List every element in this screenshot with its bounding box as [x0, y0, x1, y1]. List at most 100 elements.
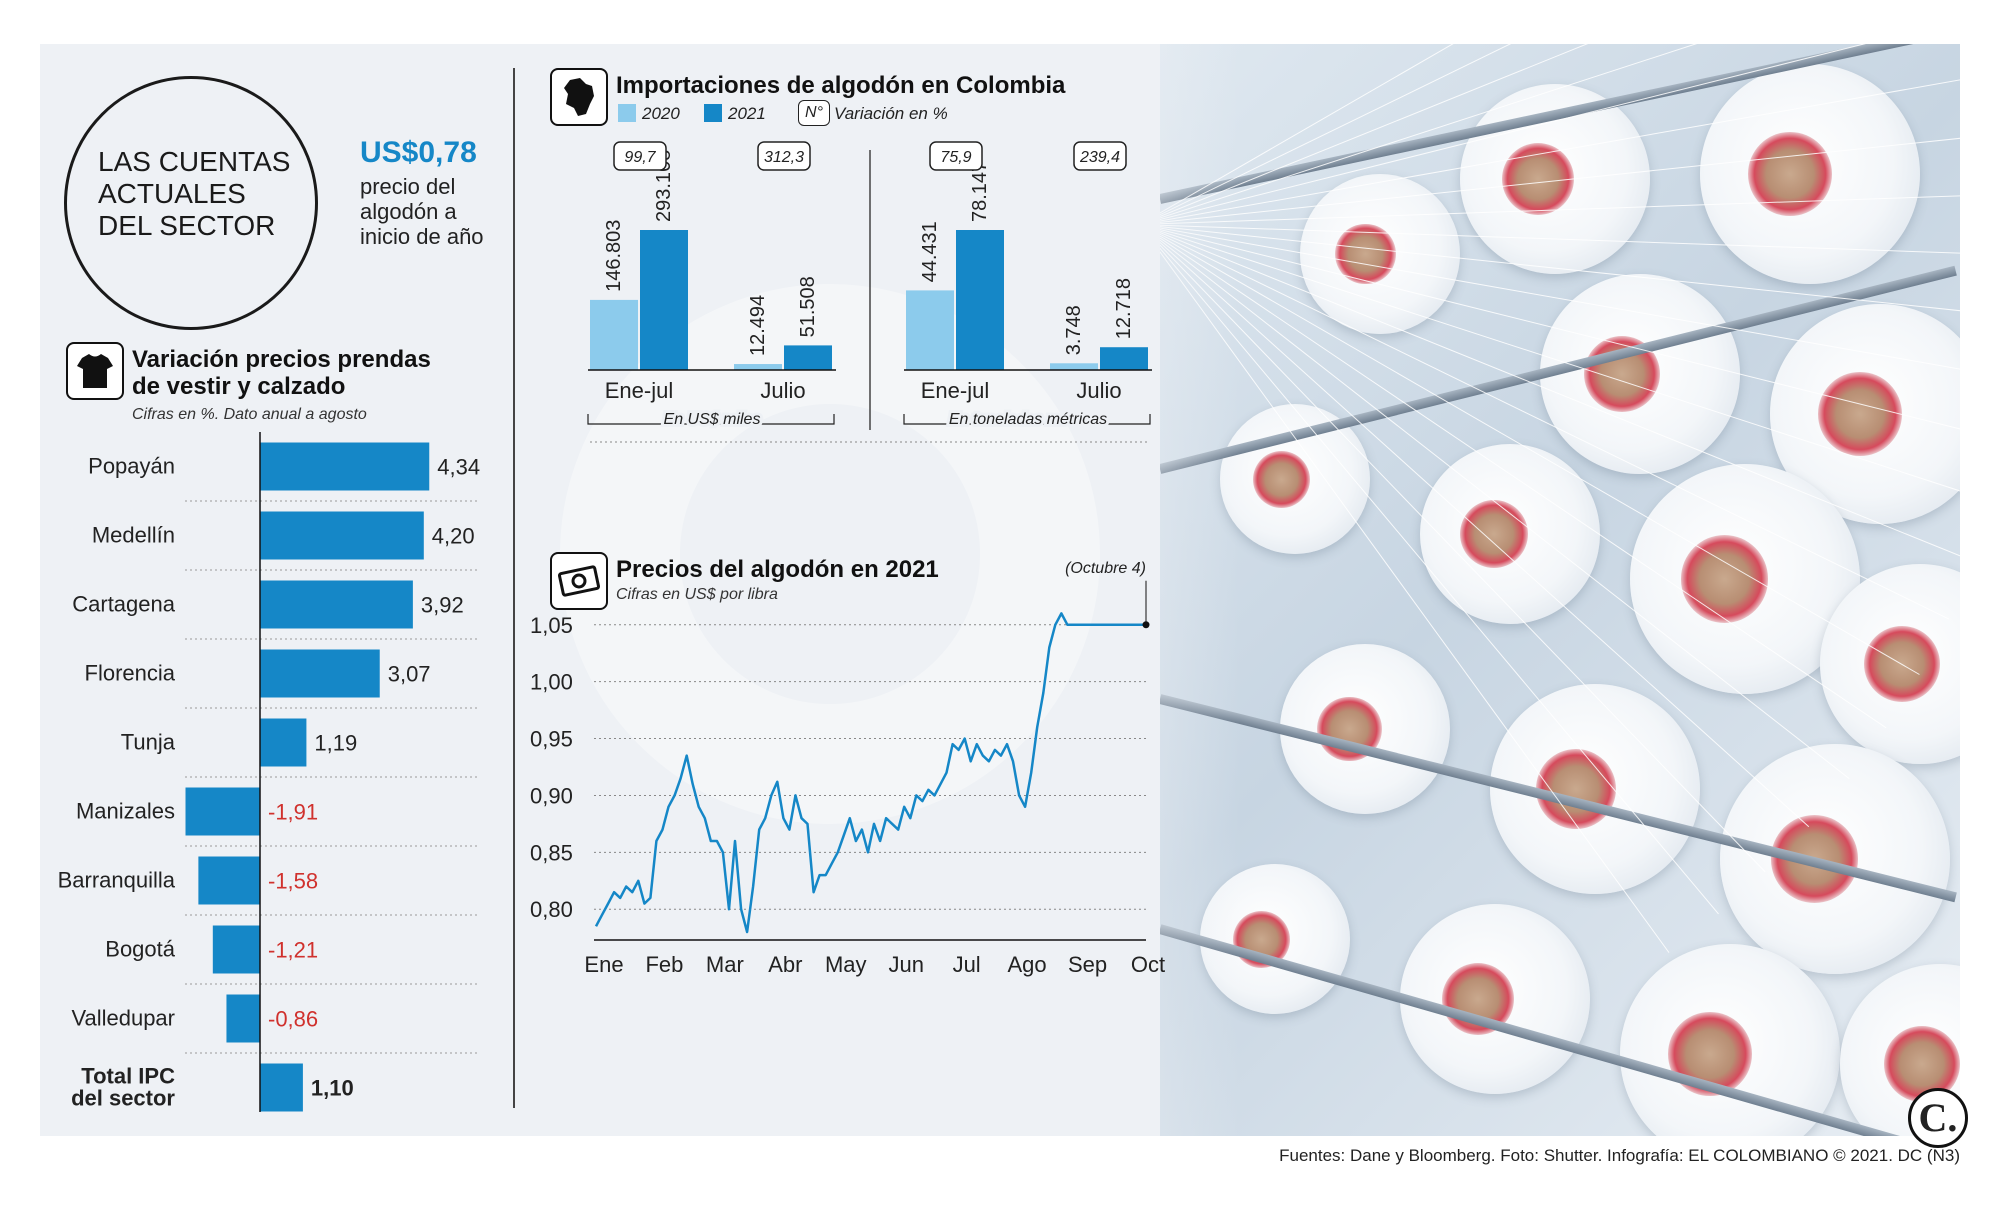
- y-tick-label: 0,85: [530, 840, 573, 865]
- money-icon: [550, 552, 608, 610]
- bar-bogotá: [212, 925, 260, 974]
- unit-label: En US$ miles: [664, 411, 761, 428]
- spool-core: [1536, 749, 1616, 829]
- x-tick-label: May: [825, 952, 867, 977]
- bar-manizales: [185, 787, 260, 836]
- x-tick-label: Jun: [888, 952, 923, 977]
- x-tick-label: Ago: [1007, 952, 1046, 977]
- unit-label: En toneladas métricas: [949, 411, 1107, 428]
- cotton-price-description: precio del algodón a inicio de año: [360, 174, 484, 249]
- bar-cartagena: [260, 580, 413, 629]
- category-label: Bogotá: [105, 937, 175, 962]
- legend-2020-label: 2020: [642, 104, 680, 123]
- x-tick-label: Ene: [584, 952, 623, 977]
- legend-2021-swatch: [704, 104, 722, 122]
- category-label: Julio: [1076, 378, 1121, 403]
- variation-box: [929, 141, 983, 171]
- value-label: -1,91: [268, 800, 318, 825]
- spool-image: [1280, 644, 1450, 814]
- source-credit: Fuentes: Dane y Bloomberg. Foto: Shutter…: [1279, 1146, 1960, 1165]
- category-label: Ene-jul: [605, 378, 673, 403]
- unit-bracket: [903, 414, 1151, 425]
- x-tick-label: Jul: [953, 952, 981, 977]
- x-tick-label: Mar: [706, 952, 744, 977]
- category-label: Barranquilla: [58, 868, 176, 893]
- value-label: 1,10: [311, 1076, 354, 1101]
- annotation-value: 1,05: [1107, 554, 1146, 556]
- cotton-price-chart-title: Precios del algodón en 2021: [616, 556, 939, 583]
- infographic-canvas: LAS CUENTAS ACTUALES DEL SECTOR US$0,78 …: [40, 44, 1960, 1136]
- variation-value: 99,7: [624, 149, 656, 166]
- variation-value: 75,9: [940, 149, 971, 166]
- value-label: 4,34: [437, 455, 480, 480]
- header-circle-title: LAS CUENTAS ACTUALES DEL SECTOR: [98, 146, 291, 241]
- variation-legend-box: N°: [798, 100, 830, 126]
- bar-value-label: 146.803: [603, 220, 625, 292]
- variation-legend-label: Variación en %: [834, 104, 948, 123]
- category-label: Ene-jul: [921, 378, 989, 403]
- bar-2021-julio: [784, 345, 832, 370]
- spool-core: [1459, 499, 1528, 569]
- value-label: 3,07: [388, 662, 431, 687]
- bar-2021-julio: [1100, 347, 1148, 370]
- x-tick-label: Sep: [1068, 952, 1107, 977]
- cotton-price-line-chart: 1,05 1,00 0,95 0,90 0,85 0,80 Ene Feb Mar Abr May J…: [530, 554, 1165, 977]
- y-tick-label: 0,95: [530, 727, 573, 752]
- value-label: 3,92: [421, 593, 464, 618]
- category-label: Manizales: [76, 799, 175, 824]
- x-tick-label: Oct: [1131, 952, 1165, 977]
- bar-valledupar: [226, 994, 260, 1043]
- price-line: [594, 612, 1146, 934]
- t-shirt-icon: [66, 342, 124, 400]
- bar-value-label: 12.718: [1113, 278, 1135, 339]
- bar-value-label: 44.431: [919, 221, 941, 282]
- unit-bracket: [587, 414, 835, 425]
- bar-2020-julio: [734, 364, 782, 370]
- annotation-date: (Octubre 4): [1065, 560, 1146, 577]
- value-label: -0,86: [268, 1007, 318, 1032]
- category-label: Julio: [760, 378, 805, 403]
- spool-image: [1620, 944, 1840, 1136]
- cotton-price-chart-subtitle: Cifras en US$ por libra: [616, 586, 778, 603]
- variation-box: [1073, 141, 1127, 171]
- value-label: -1,21: [268, 938, 318, 963]
- spool-image: [1540, 274, 1740, 474]
- bar-total-ipc-del-sector: [260, 1063, 303, 1112]
- cotton-price-value: US$0,78: [360, 136, 477, 169]
- bar-2021-ene-jul: [640, 230, 688, 370]
- y-tick-label: 0,80: [530, 897, 573, 922]
- section-divider: [513, 68, 515, 1108]
- x-tick-label: Abr: [768, 952, 802, 977]
- bar-2021-ene-jul: [956, 230, 1004, 370]
- bar-2020-ene-jul: [590, 299, 638, 370]
- legend-2021-label: 2021: [728, 104, 766, 123]
- value-label: 1,19: [314, 731, 357, 756]
- el-colombiano-logo: C.: [1908, 1088, 1968, 1148]
- legend-2020-swatch: [618, 104, 636, 122]
- bar-tunja: [260, 718, 307, 767]
- y-tick-label: 1,05: [530, 613, 573, 638]
- bar-2020-ene-jul: [906, 290, 954, 370]
- category-label: Medellín: [92, 523, 175, 548]
- spool-image: [1420, 444, 1600, 624]
- category-label: Popayán: [88, 454, 175, 479]
- category-label: Tunja: [121, 730, 176, 755]
- variation-value: 239,4: [1079, 149, 1120, 166]
- header-circle: [64, 76, 318, 330]
- bar-barranquilla: [198, 856, 260, 905]
- colombia-map-icon: [550, 68, 608, 126]
- y-tick-label: 1,00: [530, 670, 573, 695]
- imports-chart-title: Importaciones de algodón en Colombia: [616, 72, 1066, 99]
- category-label: Valledupar: [71, 1006, 175, 1031]
- y-tick-label: 0,90: [530, 783, 573, 808]
- spool-image: [1400, 904, 1590, 1094]
- spool-core: [1818, 372, 1902, 456]
- spool-core: [1253, 450, 1310, 508]
- spool-image: [1300, 174, 1460, 334]
- bar-value-label: 78.147: [969, 161, 991, 222]
- bar-value-label: 3.748: [1063, 305, 1085, 355]
- category-label: Florencia: [85, 661, 176, 686]
- clothing-price-bar-chart: Popayán 4,34 Medellín 4,20 Cartagena 3,92 Flor…: [58, 432, 480, 1112]
- bar-value-label: 12.494: [747, 295, 769, 356]
